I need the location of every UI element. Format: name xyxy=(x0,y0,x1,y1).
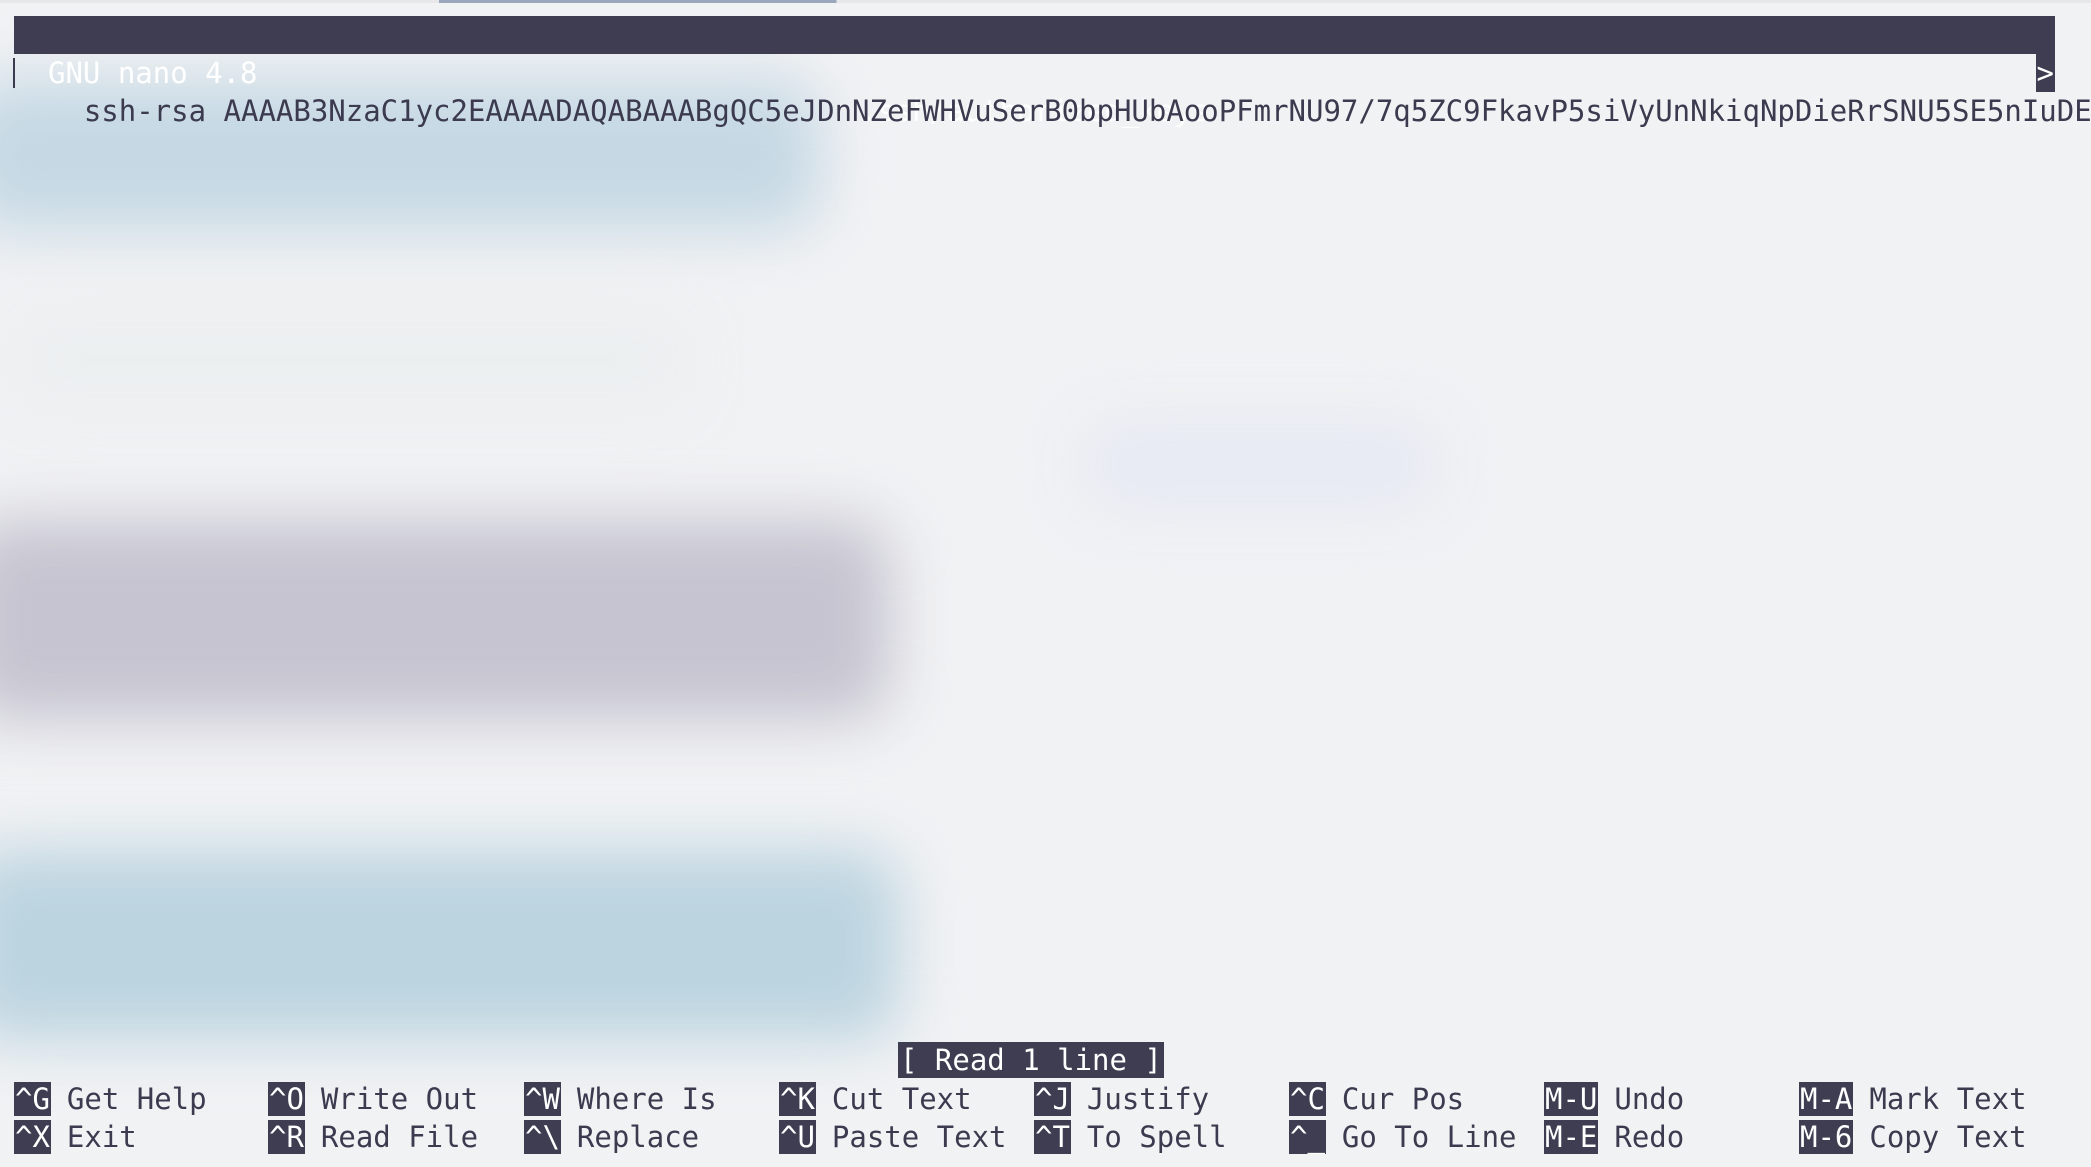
shortcut-label: Write Out xyxy=(320,1082,479,1116)
shortcut-key: M-6 xyxy=(1799,1120,1854,1154)
line-overflow-indicator: > xyxy=(2035,54,2055,92)
shortcut-undo[interactable]: M-U Undo xyxy=(1544,1080,1684,1118)
shortcut-key: ^_ xyxy=(1289,1120,1326,1154)
shortcut-read-file[interactable]: ^R Read File xyxy=(268,1118,478,1156)
shortcut-copy-text[interactable]: M-6 Copy Text xyxy=(1799,1118,2027,1156)
shortcut-key: ^G xyxy=(14,1082,51,1116)
shortcut-mark-text[interactable]: M-A Mark Text xyxy=(1799,1080,2027,1118)
shortcut-cut-text[interactable]: ^K Cut Text xyxy=(779,1080,972,1118)
shortcut-where-is[interactable]: ^W Where Is xyxy=(524,1080,717,1118)
shortcut-key: ^O xyxy=(268,1082,305,1116)
shortcut-key: M-U xyxy=(1544,1082,1599,1116)
shortcut-key: ^C xyxy=(1289,1082,1326,1116)
shortcut-label: Undo xyxy=(1614,1082,1685,1116)
shortcut-label: Go To Line xyxy=(1341,1120,1517,1154)
shortcut-go-to-line[interactable]: ^_ Go To Line xyxy=(1289,1118,1517,1156)
background-blur-region xyxy=(0,520,890,720)
nano-title-bar: GNU nano 4.8 .ssh/authorized_keys xyxy=(14,16,2055,128)
status-message: [ Read 1 line ] xyxy=(898,1042,1164,1078)
shortcut-label: Paste Text xyxy=(831,1120,1007,1154)
shortcut-key: ^J xyxy=(1034,1082,1071,1116)
shortcut-write-out[interactable]: ^O Write Out xyxy=(268,1080,478,1118)
shortcut-key: ^U xyxy=(779,1120,816,1154)
shortcut-key: ^R xyxy=(268,1120,305,1154)
shortcut-exit[interactable]: ^X Exit xyxy=(14,1118,137,1156)
background-blur-region xyxy=(0,850,900,1040)
editor-text-line[interactable]: ssh-rsa AAAAB3NzaC1yc2EAAAADAQABAAABgQC5… xyxy=(13,54,2091,128)
shortcut-label: Replace xyxy=(576,1120,700,1154)
shortcut-label: Justify xyxy=(1086,1082,1210,1116)
shortcut-bar: ^G Get Help ^O Write Out ^W Where Is ^K Cut … xyxy=(14,1080,2071,1160)
shortcut-get-help[interactable]: ^G Get Help xyxy=(14,1080,207,1118)
shortcut-label: Where Is xyxy=(576,1082,717,1116)
shortcut-label: Cut Text xyxy=(831,1082,972,1116)
shortcut-label: To Spell xyxy=(1086,1120,1227,1154)
shortcut-label: Exit xyxy=(66,1120,137,1154)
shortcut-cur-pos[interactable]: ^C Cur Pos xyxy=(1289,1080,1464,1118)
shortcut-key: ^W xyxy=(524,1082,561,1116)
shortcut-label: Redo xyxy=(1614,1120,1685,1154)
shortcut-label: Mark Text xyxy=(1869,1082,2027,1116)
shortcut-justify[interactable]: ^J Justify xyxy=(1034,1080,1209,1118)
shortcut-to-spell[interactable]: ^T To Spell xyxy=(1034,1118,1227,1156)
shortcut-key: ^\ xyxy=(524,1120,561,1154)
file-name-label: .ssh/authorized_keys xyxy=(859,94,1210,128)
background-blur-region xyxy=(0,80,820,230)
window-top-edge xyxy=(0,0,2091,3)
background-blur-region xyxy=(0,300,700,420)
shortcut-label: Read File xyxy=(320,1120,479,1154)
shortcut-key: ^T xyxy=(1034,1120,1071,1154)
shortcut-key: M-A xyxy=(1799,1082,1854,1116)
shortcut-paste-text[interactable]: ^U Paste Text xyxy=(779,1118,1007,1156)
text-cursor xyxy=(13,58,15,88)
app-version-label: GNU nano 4.8 xyxy=(48,56,258,90)
background-blur-region xyxy=(1080,420,1440,510)
shortcut-label: Cur Pos xyxy=(1341,1082,1465,1116)
shortcut-replace[interactable]: ^\ Replace xyxy=(524,1118,699,1156)
shortcut-key: ^X xyxy=(14,1120,51,1154)
shortcut-label: Copy Text xyxy=(1869,1120,2027,1154)
shortcut-key: M-E xyxy=(1544,1120,1599,1154)
shortcut-redo[interactable]: M-E Redo xyxy=(1544,1118,1684,1156)
shortcut-key: ^K xyxy=(779,1082,816,1116)
shortcut-label: Get Help xyxy=(66,1082,207,1116)
line-content[interactable]: ssh-rsa AAAAB3NzaC1yc2EAAAADAQABAAABgQC5… xyxy=(83,94,2091,128)
